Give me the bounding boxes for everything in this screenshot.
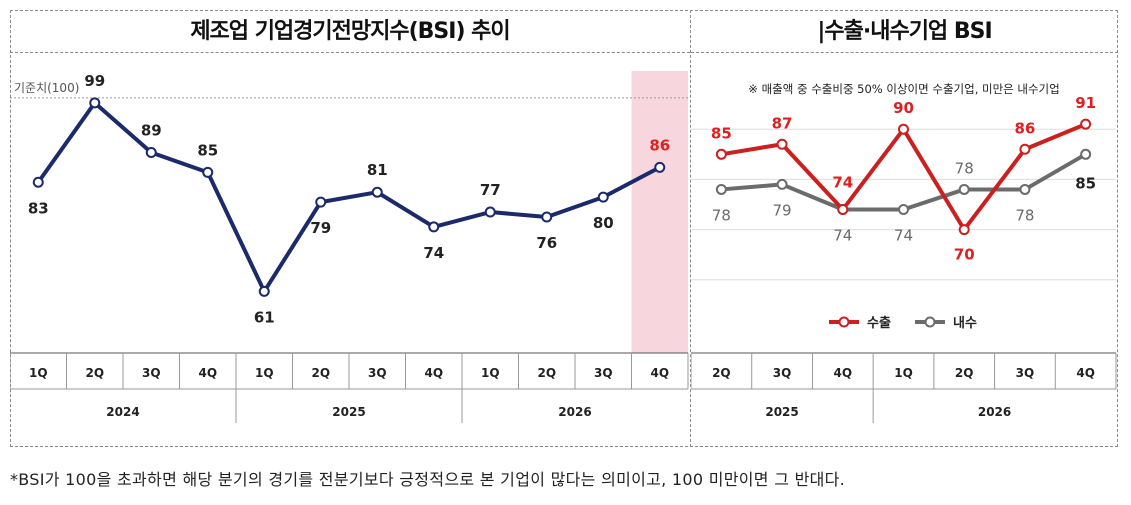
data-point — [145, 147, 157, 158]
data-label: 76 — [536, 234, 557, 252]
data-point — [89, 97, 101, 109]
year-label: 2026 — [978, 405, 1011, 419]
export-data-point — [1080, 118, 1092, 130]
domestic-data-label: 85 — [1075, 174, 1096, 192]
data-point — [258, 285, 270, 297]
tick-label: 2Q — [85, 366, 104, 380]
year-label: 2025 — [332, 405, 365, 419]
tick-label: 4Q — [424, 366, 443, 380]
right-chart-title: |수출·내수기업 BSI — [817, 19, 992, 44]
left-title-separator — [10, 52, 690, 53]
right-title-separator — [691, 52, 1118, 53]
export-data-label: 85 — [711, 124, 732, 142]
tick-label: 1Q — [481, 366, 500, 380]
data-label: 99 — [84, 72, 105, 90]
year-label: 2024 — [106, 405, 139, 419]
data-label: 79 — [310, 219, 331, 237]
data-label: 83 — [28, 199, 49, 217]
export-data-point — [776, 138, 788, 150]
tick-label: 2Q — [311, 366, 330, 380]
export-data-label: 70 — [954, 246, 975, 264]
export-data-point — [837, 204, 849, 216]
data-label: 77 — [480, 181, 501, 199]
export-data-label: 90 — [893, 99, 914, 117]
domestic-data-point — [776, 178, 788, 190]
data-point — [484, 206, 496, 218]
export-data-label: 86 — [1014, 119, 1035, 137]
tick-label: 1Q — [894, 366, 913, 380]
domestic-data-point — [958, 183, 970, 195]
tick-label: 3Q — [142, 366, 161, 380]
tick-label: 1Q — [29, 366, 48, 380]
export-data-label: 87 — [772, 114, 793, 132]
chart-frame — [10, 10, 1118, 447]
export-data-label: 91 — [1075, 94, 1096, 112]
data-label: 80 — [593, 214, 614, 232]
domestic-data-point — [1080, 148, 1092, 160]
data-point — [202, 166, 214, 178]
legend-export-label: 수출 — [867, 315, 891, 331]
export-data-point — [958, 224, 970, 236]
data-point — [315, 196, 327, 208]
composition-note: ※ 매출액 중 수출비중 50% 이상이면 수출기업, 미만은 내수기업 — [748, 82, 1059, 96]
data-label: 89 — [141, 122, 162, 140]
domestic-data-label: 78 — [1015, 206, 1034, 224]
domestic-data-point — [1019, 183, 1031, 195]
legend-export-marker — [838, 316, 850, 328]
data-label: 85 — [197, 141, 218, 159]
domestic-data-label: 78 — [712, 206, 731, 224]
data-label: 74 — [423, 244, 444, 262]
data-point — [541, 211, 553, 223]
domestic-data-label: 74 — [894, 227, 913, 245]
export-data-point — [715, 148, 727, 160]
footnote: *BSI가 100을 초과하면 해당 분기의 경기를 전분기보다 긍정적으로 본… — [10, 470, 846, 489]
tick-label: 4Q — [834, 366, 853, 380]
data-point — [428, 221, 440, 233]
year-label: 2026 — [558, 405, 591, 419]
export-data-point — [898, 123, 909, 135]
tick-label: 2Q — [955, 366, 974, 380]
highlight-band — [631, 71, 688, 353]
tick-label: 4Q — [1076, 366, 1095, 380]
left-line-chart: 기준치(100) 1Q 2Q 3Q 4Q 1Q 2Q 3Q 4Q 1Q 2Q 3Q 4Q 2024 2025… — [10, 71, 689, 423]
domestic-data-label: 74 — [833, 227, 852, 245]
legend-domestic-label: 내수 — [953, 315, 977, 331]
tick-label: 4Q — [650, 366, 669, 380]
data-label: 86 — [649, 136, 670, 154]
data-point — [32, 176, 44, 188]
tick-label: 3Q — [594, 366, 613, 380]
domestic-data-point — [898, 204, 909, 216]
data-point — [371, 186, 383, 198]
domestic-data-point — [715, 183, 727, 195]
data-point — [597, 191, 609, 203]
tick-label: 3Q — [368, 366, 387, 380]
tick-label: 1Q — [255, 366, 274, 380]
export-data-label: 74 — [832, 174, 853, 192]
domestic-data-label: 78 — [955, 159, 974, 177]
data-point — [654, 161, 666, 173]
data-label: 81 — [367, 161, 388, 179]
panel-divider — [690, 10, 691, 447]
tick-label: 2Q — [712, 366, 731, 380]
domestic-data-label: 79 — [773, 201, 792, 219]
tick-label: 3Q — [773, 366, 792, 380]
left-chart-title: 제조업 기업경기전망지수(BSI) 추이 — [190, 19, 510, 44]
export-data-point — [1019, 143, 1031, 155]
reference-label: 기준치(100) — [14, 81, 79, 95]
tick-label: 4Q — [198, 366, 217, 380]
data-label: 61 — [254, 308, 275, 326]
legend-domestic-marker — [924, 316, 936, 328]
series-line — [36, 100, 661, 294]
tick-label: 2Q — [537, 366, 556, 380]
year-label: 2025 — [765, 405, 798, 419]
tick-label: 3Q — [1016, 366, 1035, 380]
